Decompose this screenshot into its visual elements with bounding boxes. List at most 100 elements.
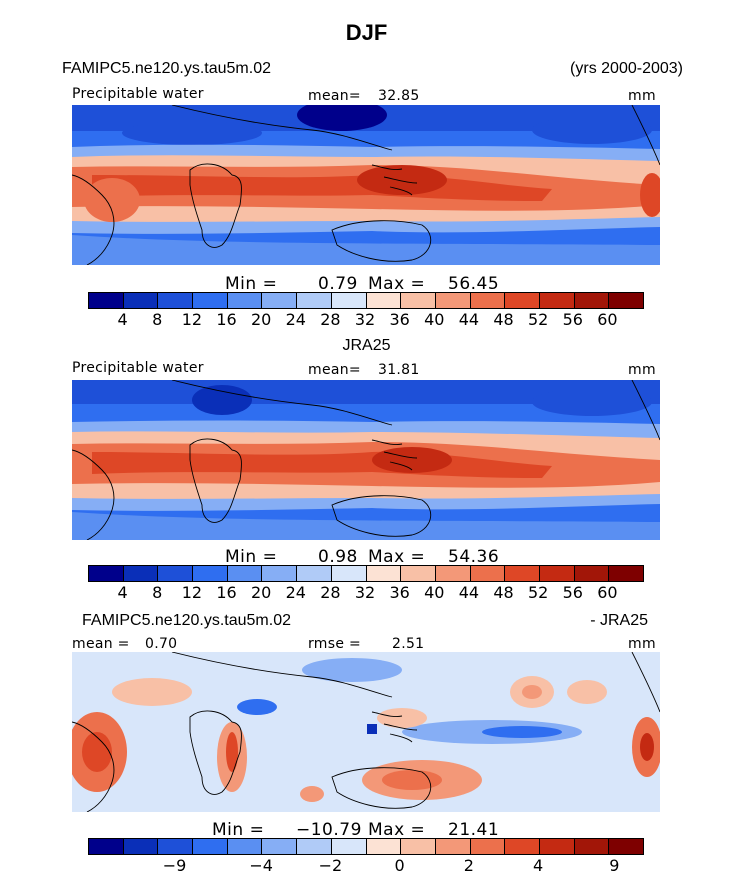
colorbar-swatch <box>504 566 539 581</box>
colorbar-tick-label: 9 <box>609 856 620 875</box>
colorbar-swatch <box>434 839 470 854</box>
colorbar-tick-label: 4 <box>533 856 544 875</box>
colorbar-tick-label: 28 <box>320 310 341 329</box>
colorbar-tick-label: 4 <box>117 310 128 329</box>
colorbar-tick-label: 60 <box>597 310 618 329</box>
colorbar-tick-label: 32 <box>354 583 376 602</box>
panel1-min-label: Min = <box>225 274 278 294</box>
panel1-mean-value: 32.85 <box>378 88 420 104</box>
colorbar-tick-label: 48 <box>493 583 514 602</box>
panel2-units: mm <box>628 362 656 378</box>
panel2-max-label: Max = <box>368 547 426 567</box>
colorbar-swatch <box>192 293 227 308</box>
colorbar-tick-label: 44 <box>458 583 480 602</box>
colorbar-swatch <box>261 839 297 854</box>
panel1-case-label: FAMIPC5.ne120.ys.tau5m.02 <box>62 60 271 77</box>
colorbar-swatch <box>608 293 643 308</box>
colorbar-swatch <box>89 566 123 581</box>
panel1-variable-label: Precipitable water <box>72 86 204 102</box>
colorbar-tick-label: 28 <box>320 583 341 602</box>
colorbar-swatch <box>226 566 262 581</box>
panel3-colorbar <box>88 838 644 855</box>
panel2-min-label: Min = <box>225 547 278 567</box>
panel1-units: mm <box>628 88 656 104</box>
colorbar-swatch <box>573 839 609 854</box>
panel2-min-value: 0.98 <box>318 547 358 567</box>
colorbar-tick-label: 16 <box>216 583 237 602</box>
colorbar-swatch <box>226 293 262 308</box>
panel3-min-label: Min = <box>212 820 265 840</box>
colorbar-swatch <box>365 293 401 308</box>
colorbar-swatch <box>573 566 609 581</box>
panel3-max-value: 21.41 <box>448 820 500 840</box>
colorbar-swatch <box>192 839 227 854</box>
colorbar-swatch <box>122 293 158 308</box>
colorbar-swatch <box>504 293 539 308</box>
colorbar-swatch <box>296 839 331 854</box>
panel3-min-value: −10.79 <box>296 820 362 840</box>
colorbar-swatch <box>400 293 435 308</box>
colorbar-swatch <box>538 293 574 308</box>
colorbar-tick-label: −2 <box>318 856 343 875</box>
colorbar-swatch <box>89 839 123 854</box>
colorbar-swatch <box>157 293 193 308</box>
colorbar-swatch <box>400 839 435 854</box>
colorbar-swatch <box>434 566 470 581</box>
colorbar-swatch <box>296 566 331 581</box>
panel2-dataset-label: JRA25 <box>342 337 391 354</box>
colorbar-tick-label: 8 <box>152 583 163 602</box>
colorbar-swatch <box>157 566 193 581</box>
panel3-map <box>72 652 660 812</box>
colorbar-swatch <box>469 839 505 854</box>
colorbar-tick-label: 52 <box>527 310 549 329</box>
panel1-max-label: Max = <box>368 274 426 294</box>
colorbar-tick-label: 48 <box>493 310 514 329</box>
colorbar-tick-label: 20 <box>250 310 272 329</box>
colorbar-swatch <box>434 293 470 308</box>
colorbar-swatch <box>330 566 366 581</box>
colorbar-swatch <box>122 839 158 854</box>
colorbar-tick-label: 12 <box>181 583 203 602</box>
colorbar-swatch <box>261 293 297 308</box>
colorbar-tick-label: −4 <box>249 856 273 875</box>
colorbar-swatch <box>330 293 366 308</box>
panel2-colorbar <box>88 565 644 582</box>
colorbar-tick-label: −9 <box>162 856 187 875</box>
colorbar-swatch <box>365 566 401 581</box>
panel3-rmse-label: rmse = <box>308 636 362 652</box>
colorbar-swatch <box>608 566 643 581</box>
panel3-rmse-value: 2.51 <box>392 636 425 652</box>
colorbar-swatch <box>365 839 401 854</box>
colorbar-swatch <box>261 566 297 581</box>
colorbar-swatch <box>400 566 435 581</box>
colorbar-swatch <box>296 293 331 308</box>
colorbar-swatch <box>330 839 366 854</box>
panel1-colorbar-ticks: 4 8 12 16 20 24 28 32 36 40 44 48 52 56 60 <box>88 310 642 330</box>
colorbar-tick-label: 20 <box>250 583 272 602</box>
colorbar-tick-label: 8 <box>152 310 163 329</box>
panel3-mean-label: mean = <box>72 636 130 652</box>
panel2-map <box>72 380 660 540</box>
panel2-mean-value: 31.81 <box>378 362 420 378</box>
panel3-case-label: FAMIPC5.ne120.ys.tau5m.02 <box>82 612 291 629</box>
panel3-units: mm <box>628 636 656 652</box>
colorbar-tick-label: 0 <box>394 856 405 875</box>
colorbar-tick-label: 56 <box>562 310 583 329</box>
colorbar-tick-label: 32 <box>354 310 376 329</box>
colorbar-tick-label: 16 <box>216 310 237 329</box>
panel1-mean-label: mean= <box>308 88 361 104</box>
panel2-max-value: 54.36 <box>448 547 500 567</box>
colorbar-swatch <box>538 839 574 854</box>
panel1-years-label: (yrs 2000-2003) <box>570 60 683 77</box>
colorbar-tick-label: 36 <box>389 310 410 329</box>
panel1-min-value: 0.79 <box>318 274 358 294</box>
colorbar-tick-label: 40 <box>424 583 445 602</box>
panel3-colorbar-ticks: −9 −4 −2 0 2 4 9 <box>88 856 642 876</box>
colorbar-swatch <box>122 566 158 581</box>
panel2-variable-label: Precipitable water <box>72 360 204 376</box>
panel1-colorbar <box>88 292 644 309</box>
colorbar-swatch <box>469 293 505 308</box>
panel3-mean-value: 0.70 <box>145 636 178 652</box>
colorbar-swatch <box>504 839 539 854</box>
colorbar-tick-label: 24 <box>285 310 306 329</box>
